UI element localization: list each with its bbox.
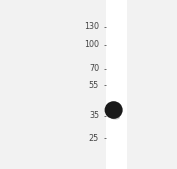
Text: 35: 35	[89, 111, 99, 120]
Text: 100: 100	[84, 40, 99, 49]
Ellipse shape	[111, 116, 120, 120]
Text: 25: 25	[89, 134, 99, 143]
Bar	[106, 0, 127, 169]
Text: 70: 70	[89, 64, 99, 73]
Text: 130: 130	[84, 22, 99, 31]
Text: 55: 55	[89, 80, 99, 90]
Ellipse shape	[105, 101, 123, 119]
